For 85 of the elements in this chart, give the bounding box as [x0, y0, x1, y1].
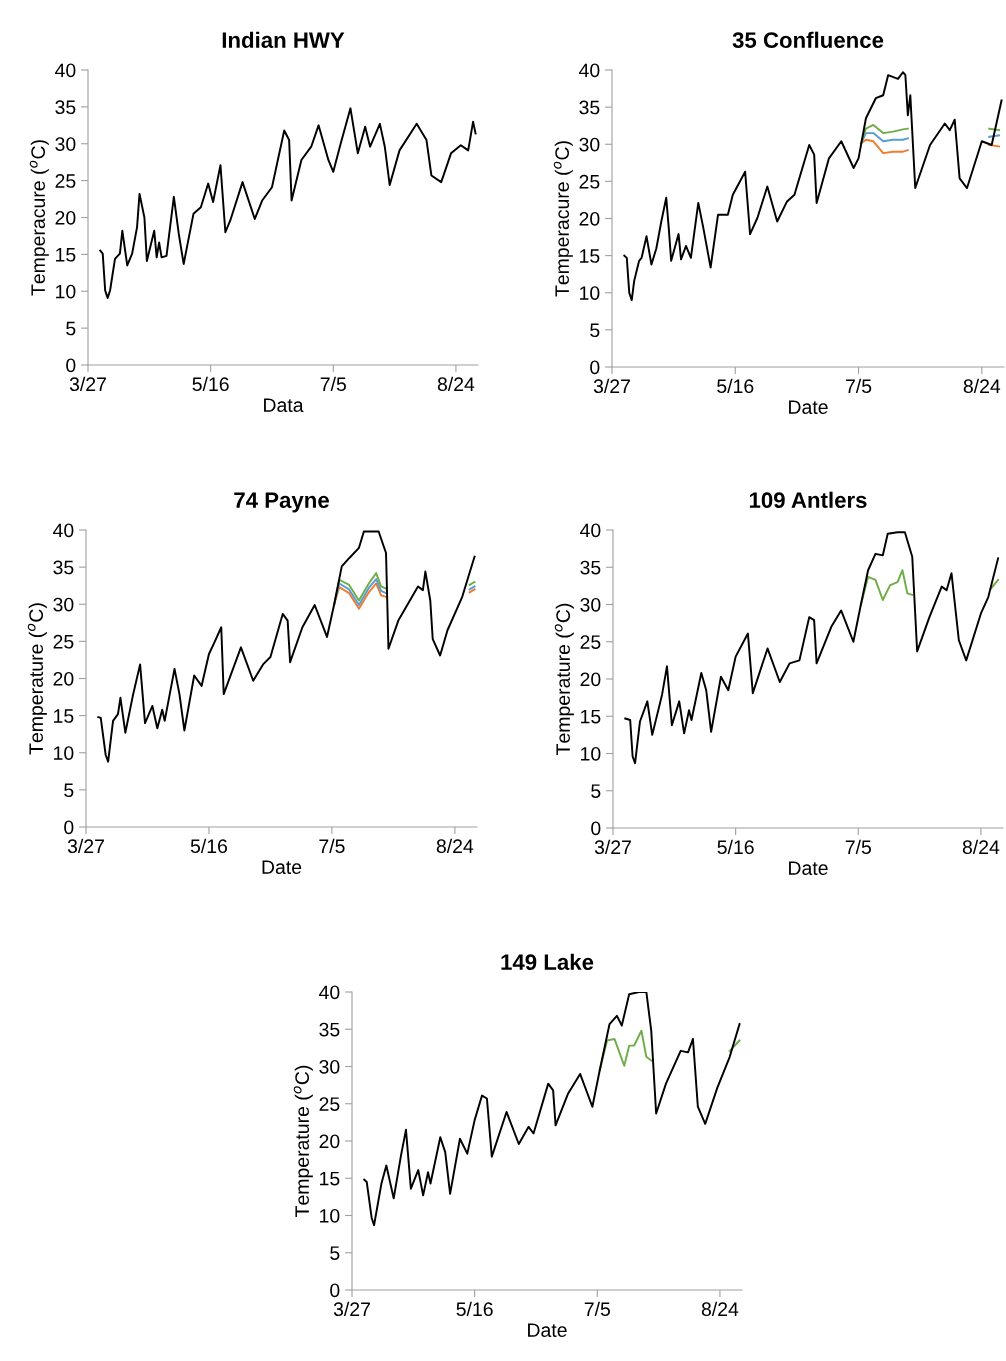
y-tick-label: 25 [319, 1097, 340, 1111]
y-tick-label: 40 [55, 63, 76, 78]
y-tick-label: 10 [54, 746, 74, 760]
x-tick-label: 7/5 [845, 839, 871, 855]
x-tick-label: 3/27 [593, 378, 630, 394]
x-tick-label: 5/16 [190, 838, 228, 854]
y-tick-label: 15 [580, 249, 600, 263]
x-tick-label: 7/5 [846, 378, 872, 394]
y-tick-label: 20 [580, 672, 601, 687]
y-axis-title: Temperature ($^{o}$C) [293, 1065, 313, 1217]
y-tick-label: 5 [590, 323, 600, 338]
y-axis-title: Temperacure ($^{o}$C) [29, 140, 49, 296]
y-tick-label: 40 [53, 523, 74, 538]
line-series [623, 71, 1003, 302]
y-tick-label: 25 [55, 174, 76, 188]
x-tick-label: 3/27 [333, 1301, 370, 1317]
y-tick-label: 0 [330, 1283, 340, 1298]
y-tick-label: 30 [579, 137, 600, 152]
x-tick-label: 5/16 [717, 378, 754, 394]
y-tick-label: 5 [64, 783, 74, 798]
y-tick-label: 25 [580, 635, 601, 649]
y-tick-label: 20 [579, 211, 600, 226]
y-tick-label: 20 [319, 1134, 340, 1149]
x-axis-title: Date [262, 860, 302, 874]
x-tick-label: 5/16 [717, 839, 754, 855]
y-tick-label: 10 [56, 284, 76, 299]
y-tick-label: 35 [319, 1022, 340, 1037]
line-series [97, 530, 476, 763]
y-tick-label: 35 [53, 560, 74, 575]
x-tick-label: 5/16 [192, 376, 229, 392]
y-tick-label: 30 [53, 597, 74, 612]
x-tick-label: 8/24 [437, 376, 475, 392]
x-tick-label: 7/5 [584, 1301, 610, 1317]
y-tick-label: 5 [591, 784, 601, 798]
chart-title: 74 Payne [234, 492, 329, 513]
x-tick-label: 3/27 [69, 376, 106, 392]
x-axis-title: Data [264, 398, 304, 412]
y-tick-label: 0 [590, 360, 600, 375]
x-tick-label: 8/24 [962, 839, 1000, 855]
y-tick-label: 35 [579, 100, 600, 115]
line-series [363, 992, 741, 1227]
y-tick-label: 40 [579, 63, 600, 78]
chart-title: 109 Antlers [749, 491, 867, 508]
chart-title: 149 Lake [501, 953, 594, 970]
x-tick-label: 8/24 [436, 838, 474, 854]
y-tick-label: 15 [56, 248, 76, 262]
x-tick-label: 8/24 [963, 378, 1001, 394]
y-axis-title: Temperacure ($^{o}$C) [553, 141, 573, 297]
chart-title: Indian HWY [222, 31, 345, 48]
y-tick-label: 15 [320, 1171, 340, 1186]
y-tick-label: 25 [53, 634, 74, 649]
y-tick-label: 5 [330, 1246, 340, 1260]
x-tick-label: 5/16 [456, 1301, 493, 1317]
y-tick-label: 10 [320, 1208, 340, 1223]
x-tick-label: 3/27 [67, 838, 104, 854]
y-tick-label: 10 [580, 286, 600, 300]
y-tick-label: 20 [53, 671, 74, 686]
line-series [624, 531, 1000, 765]
y-axis-title: Temperature ($^{o}$C) [27, 603, 47, 755]
x-axis-title: Date [789, 400, 828, 414]
y-tick-label: 0 [64, 820, 74, 835]
line-series [99, 107, 477, 299]
y-tick-label: 5 [66, 321, 76, 336]
y-tick-label: 30 [319, 1059, 340, 1074]
y-tick-label: 0 [66, 358, 76, 373]
x-tick-label: 3/27 [594, 839, 631, 855]
y-axis-title: Temperature ($^{o}$C) [554, 603, 574, 755]
y-tick-label: 20 [55, 210, 76, 225]
y-tick-label: 15 [54, 709, 74, 723]
y-tick-label: 15 [581, 709, 601, 724]
chart-title: 35 Confluence [732, 31, 884, 49]
x-tick-label: 8/24 [701, 1301, 739, 1317]
x-tick-label: 7/5 [319, 838, 345, 854]
x-axis-title: Date [528, 1323, 567, 1337]
y-tick-label: 35 [55, 100, 76, 115]
x-axis-title: Date [789, 861, 828, 875]
y-tick-label: 35 [580, 560, 601, 575]
y-tick-label: 10 [581, 746, 601, 761]
y-tick-label: 25 [579, 174, 600, 189]
y-tick-label: 40 [580, 523, 601, 538]
y-tick-label: 30 [55, 137, 76, 151]
y-tick-label: 30 [580, 597, 601, 612]
y-tick-label: 0 [591, 821, 601, 836]
x-tick-label: 7/5 [320, 376, 346, 392]
y-tick-label: 40 [319, 985, 340, 1000]
